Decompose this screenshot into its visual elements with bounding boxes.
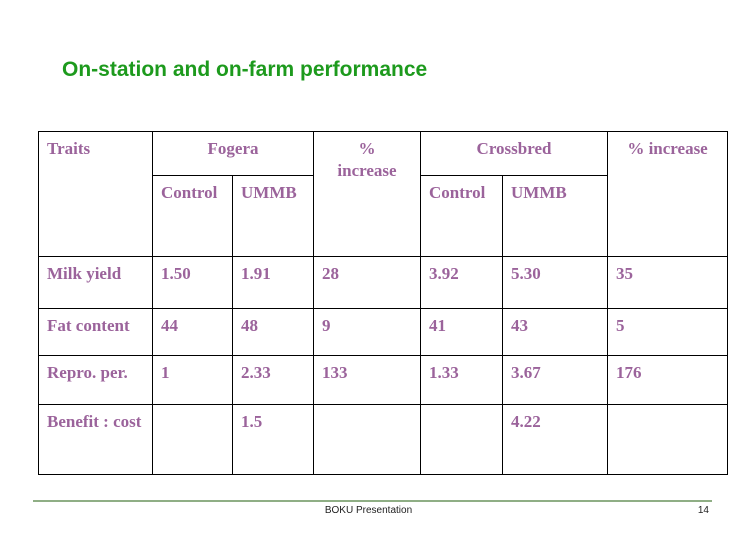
cell-increase-fogera [313,404,422,475]
cell-increase-fogera: 9 [313,308,422,356]
table-row: Benefit : cost 1.5 4.22 [38,404,729,475]
header-row-subgroups: Control UMMB Control UMMB [39,175,728,257]
cell-increase-fogera: 28 [313,256,422,309]
cell-fogera-control: 44 [152,308,233,356]
cell-fogera-ummb: 2.33 [231,355,315,405]
header-fogera-control: Control [152,175,233,257]
header-crossbred: Crossbred [420,131,609,176]
cell-fogera-control: 1 [152,355,233,405]
cell-increase-crossbred: 5 [607,308,729,356]
cell-crossbred-ummb: 5.30 [502,256,609,309]
footer-divider [33,500,712,502]
trait-label: Repro. per. [38,355,153,405]
trait-label: Milk yield [38,256,153,309]
header-traits: Traits [38,131,153,257]
trait-label: Fat content [38,308,153,356]
cell-fogera-ummb: 48 [231,308,315,356]
cell-crossbred-control: 1.33 [420,355,504,405]
cell-increase-crossbred: 176 [607,355,729,405]
cell-crossbred-control: 3.92 [420,256,504,309]
header-crossbred-control: Control [420,175,504,257]
performance-table: Traits Fogera % increase Crossbred % inc… [38,131,729,475]
cell-increase-fogera: 133 [313,355,422,405]
header-pct-increase-fogera: % increase [313,131,422,257]
cell-crossbred-ummb: 43 [502,308,609,356]
cell-fogera-ummb: 1.91 [231,256,315,309]
header-fogera-ummb: UMMB [231,175,315,257]
cell-increase-crossbred [607,404,729,475]
footer-title: BOKU Presentation [324,505,413,516]
header-crossbred-ummb: UMMB [502,175,609,257]
cell-crossbred-control [420,404,504,475]
page-title: On-station and on-farm performance [62,58,428,81]
cell-crossbred-control: 41 [420,308,504,356]
header-fogera: Fogera [151,131,315,176]
cell-increase-crossbred: 35 [607,256,729,309]
header-row-groups: Traits Fogera % increase Crossbred % inc… [38,131,729,257]
cell-fogera-control [152,404,233,475]
cell-fogera-ummb: 1.5 [231,404,315,475]
cell-crossbred-ummb: 4.22 [502,404,609,475]
page-number: 14 [697,505,709,516]
table-row: Fat content 44 48 9 41 43 5 [38,308,729,356]
header-pct-increase-crossbred: % increase [607,131,729,257]
cell-crossbred-ummb: 3.67 [502,355,609,405]
table-row: Milk yield 1.50 1.91 28 3.92 5.30 35 [38,256,729,309]
trait-label: Benefit : cost [38,404,153,475]
table-row: Repro. per. 1 2.33 133 1.33 3.67 176 [38,355,729,405]
cell-fogera-control: 1.50 [152,256,233,309]
